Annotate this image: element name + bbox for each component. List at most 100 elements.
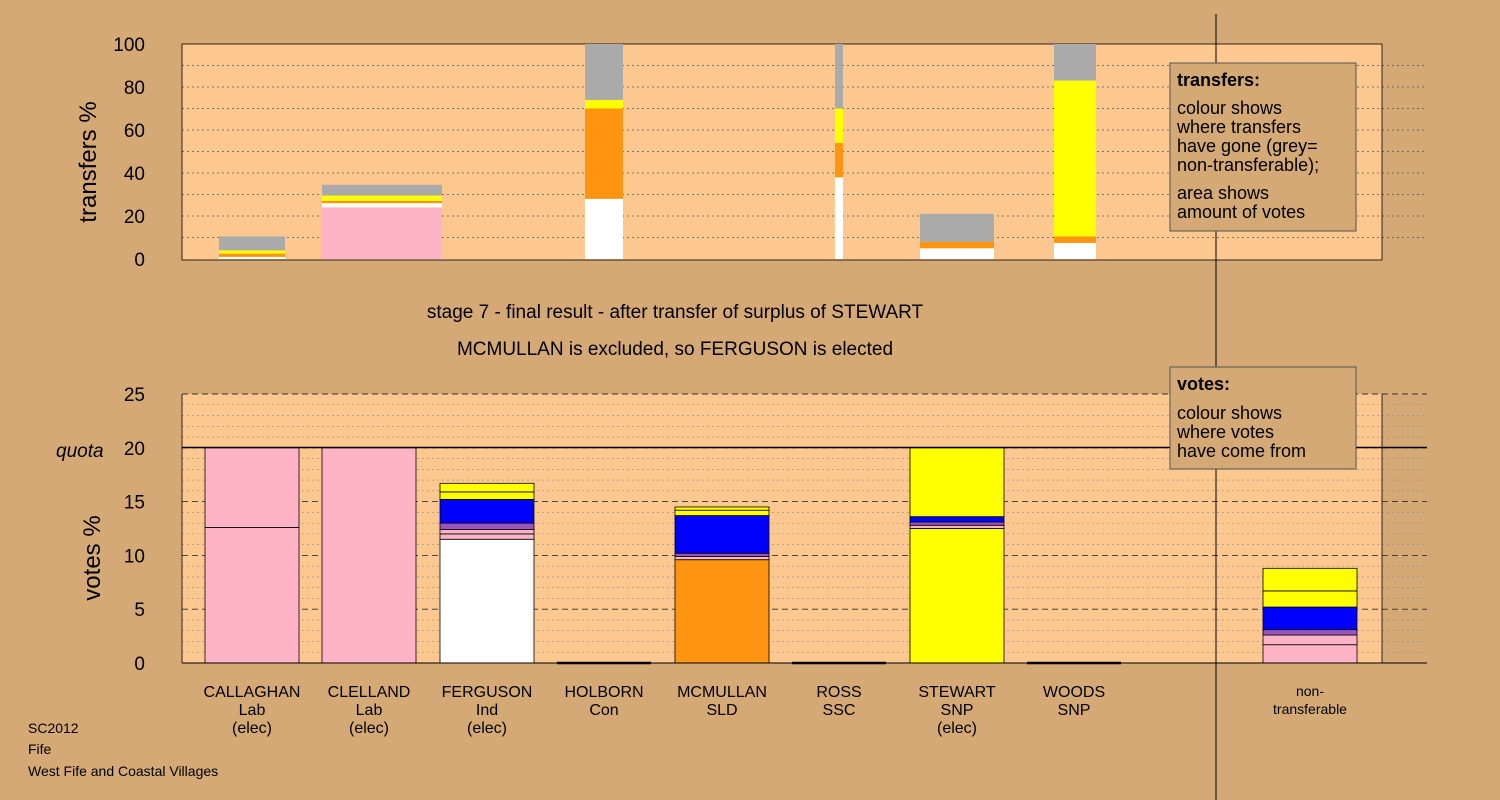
vote-segment-stewart-ssc: [909, 521, 1005, 526]
transfer-segment-woods-snp: [1054, 80, 1096, 237]
vote-segment-ferguson-snp: [439, 482, 535, 493]
vote-segment-stewart-con: [909, 516, 1005, 523]
vote-segment-stewart-snp: [909, 447, 1005, 518]
transfers-y-tick: 80: [124, 78, 145, 99]
votes-y-tick: 5: [134, 600, 145, 621]
vote-segment-callaghan-lab: [204, 447, 300, 528]
transfer-segment-woods-ind: [1054, 242, 1096, 259]
transfers-legend-line1: colour shows: [1177, 98, 1282, 118]
vote-segment-stewart-snp: [909, 528, 1005, 664]
transfer-segment-holborn-sld: [585, 108, 623, 199]
votes-y-tick: 20: [124, 439, 145, 460]
transfers-bars: [219, 44, 1096, 259]
candidate-label-line: FERGUSON: [442, 684, 533, 701]
vote-segment-mcmullan-con: [674, 515, 770, 554]
votes-legend-title: votes:: [1177, 374, 1230, 394]
vote-segment-non--ssc: [1262, 629, 1358, 636]
vote-segment-non--lab: [1262, 634, 1358, 646]
vote-segment-non--lab: [1262, 644, 1358, 664]
transfers-y-tick: 0: [134, 250, 145, 271]
votes-y-tick: 10: [124, 546, 145, 567]
vote-segment-ferguson-snp: [439, 491, 535, 500]
vote-segment-stewart-lab: [909, 524, 1005, 529]
candidate-label-line: Lab: [239, 702, 266, 719]
ward-label: West Fife and Coastal Villages: [28, 763, 218, 779]
vote-segment-mcmullan-snp: [674, 509, 770, 516]
transfer-segment-ross-nontransferable: [835, 44, 843, 109]
votes-y-tick-labels: 0 5 10 15 20 25: [124, 385, 145, 675]
election-label: SC2012: [28, 720, 79, 736]
candidate-label-line: SNP: [1058, 702, 1091, 719]
candidate-label-line: ROSS: [816, 684, 861, 701]
transfers-legend-line5: area shows: [1177, 183, 1269, 203]
transfers-y-tick: 40: [124, 164, 145, 185]
candidate-label-line: CALLAGHAN: [204, 684, 301, 701]
transfers-legend-line4: non-transferable);: [1177, 155, 1319, 175]
transfer-segment-ross-ind: [835, 177, 843, 259]
candidate-label-line: Lab: [356, 702, 383, 719]
candidate-label-line: MCMULLAN: [677, 684, 767, 701]
candidate-label-line: SNP: [941, 702, 974, 719]
votes-legend-line1: colour shows: [1177, 403, 1282, 423]
votes-y-tick: 0: [134, 654, 145, 675]
transfers-legend-line6: amount of votes: [1177, 202, 1305, 222]
transfers-legend-line3: have gone (grey=: [1177, 136, 1318, 156]
transfer-segment-clelland-snp: [322, 195, 442, 201]
transfer-segment-callaghan-snp: [219, 250, 285, 254]
transfers-y-tick: 60: [124, 121, 145, 142]
transfers-panel-border: [181, 43, 1383, 261]
candidate-label-line: non-: [1296, 683, 1324, 699]
transfer-segment-clelland-ind: [322, 203, 442, 208]
transfers-legend-title: transfers:: [1177, 70, 1260, 90]
candidate-label-line: (elec): [232, 720, 272, 737]
stage-result: MCMULLAN is excluded, so FERGUSON is ele…: [457, 339, 893, 360]
transfers-y-tick: 20: [124, 207, 145, 228]
vote-segment-clelland-lab: [321, 447, 417, 664]
quota-label: quota: [56, 441, 104, 462]
candidate-label-line: (elec): [467, 720, 507, 737]
vote-segment-mcmullan-lab: [674, 556, 770, 561]
transfers-y-tick: 100: [113, 35, 145, 56]
transfers-axis-title: transfers %: [75, 101, 102, 222]
votes-legend-line3: have come from: [1177, 441, 1306, 461]
candidate-label-line: (elec): [937, 720, 977, 737]
transfers-legend: transfers: colour shows where transfers …: [1169, 62, 1357, 232]
votes-bars: [204, 447, 1358, 665]
transfer-segment-holborn-nontransferable: [585, 44, 623, 100]
candidate-label-line: WOODS: [1043, 684, 1105, 701]
candidate-label-line: Ind: [476, 702, 498, 719]
candidate-label-line: STEWART: [918, 684, 996, 701]
votes-y-tick: 25: [124, 385, 145, 406]
vote-segment-non--con: [1262, 606, 1358, 631]
transfers-legend-line2: where transfers: [1176, 117, 1301, 137]
candidate-label-line: (elec): [349, 720, 389, 737]
candidate-label-line: Con: [589, 702, 618, 719]
votes-y-tick: 15: [124, 493, 145, 514]
transfer-segment-stewart-ind: [920, 248, 994, 259]
transfer-segment-clelland-sld: [322, 200, 442, 204]
candidate-label-line: CLELLAND: [328, 684, 411, 701]
vote-segment-ferguson-lab: [439, 533, 535, 540]
transfer-segment-ross-snp: [835, 108, 843, 143]
transfer-segment-clelland-lab: [322, 207, 442, 259]
transfer-segment-ross-sld: [835, 142, 843, 178]
transfer-segment-woods-nontransferable: [1054, 44, 1096, 81]
transfer-segment-stewart-nontransferable: [920, 213, 994, 242]
transfers-legend-box: [1169, 62, 1357, 232]
transfer-segment-holborn-snp: [585, 99, 623, 109]
vote-segment-ferguson-lab: [439, 529, 535, 535]
vote-segment-mcmullan-snp: [674, 506, 770, 511]
candidate-label-line: HOLBORN: [564, 684, 643, 701]
council-label: Fife: [28, 741, 52, 757]
transfer-segment-stewart-sld: [920, 241, 994, 249]
stage-headline: stage 7 - final result - after transfer …: [427, 302, 924, 323]
vote-segment-ferguson-ind: [439, 538, 535, 664]
vote-segment-ferguson-ssc: [439, 522, 535, 530]
transfer-segment-clelland-nontransferable: [322, 184, 442, 196]
votes-legend-box: [1169, 366, 1357, 470]
vote-segment-mcmullan-sld: [674, 559, 770, 664]
vote-segment-callaghan-lab: [204, 527, 300, 664]
votes-axis-title: votes %: [79, 515, 106, 600]
